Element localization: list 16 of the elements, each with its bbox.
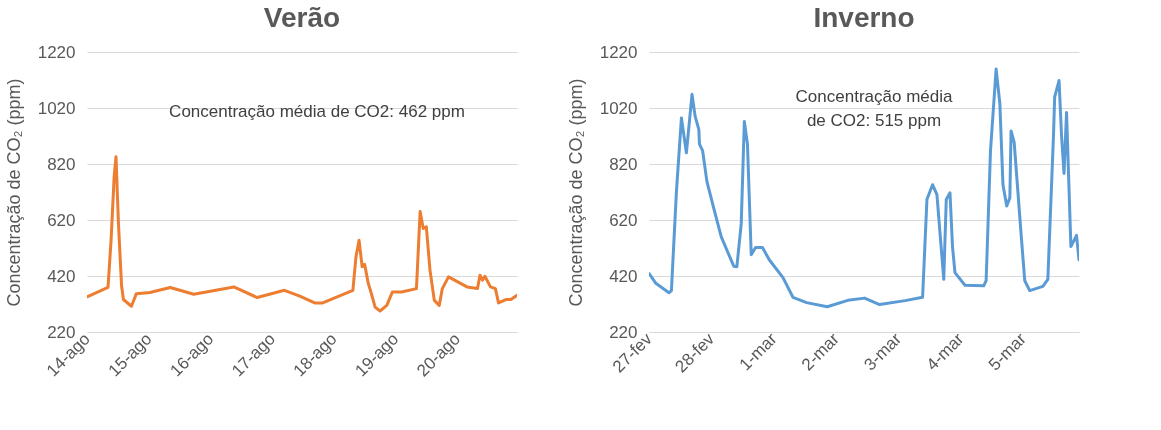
y-tick-label: 620 (609, 210, 638, 230)
y-tick-label: 420 (609, 266, 638, 286)
y-tick-label: 420 (47, 266, 76, 286)
y-tick-label: 1220 (599, 42, 638, 62)
y-tick-label: 820 (609, 154, 638, 174)
y-axis-title: Concentração de CO₂ (ppm) (3, 78, 24, 307)
chart-title: Inverno (813, 2, 915, 33)
y-tick-label: 620 (47, 210, 76, 230)
chart-title: Verão (263, 2, 341, 33)
y-tick-label: 1220 (37, 42, 76, 62)
y-tick-label: 1020 (37, 98, 76, 118)
annotation: Concentração média de CO2: 515 ppm (795, 87, 953, 130)
y-axis-title: Concentração de CO₂ (ppm) (565, 78, 586, 307)
y-tick-label: 820 (47, 154, 76, 174)
y-tick-label: 1020 (599, 98, 638, 118)
annotation: Concentração média de CO2: 462 ppm (169, 102, 465, 121)
